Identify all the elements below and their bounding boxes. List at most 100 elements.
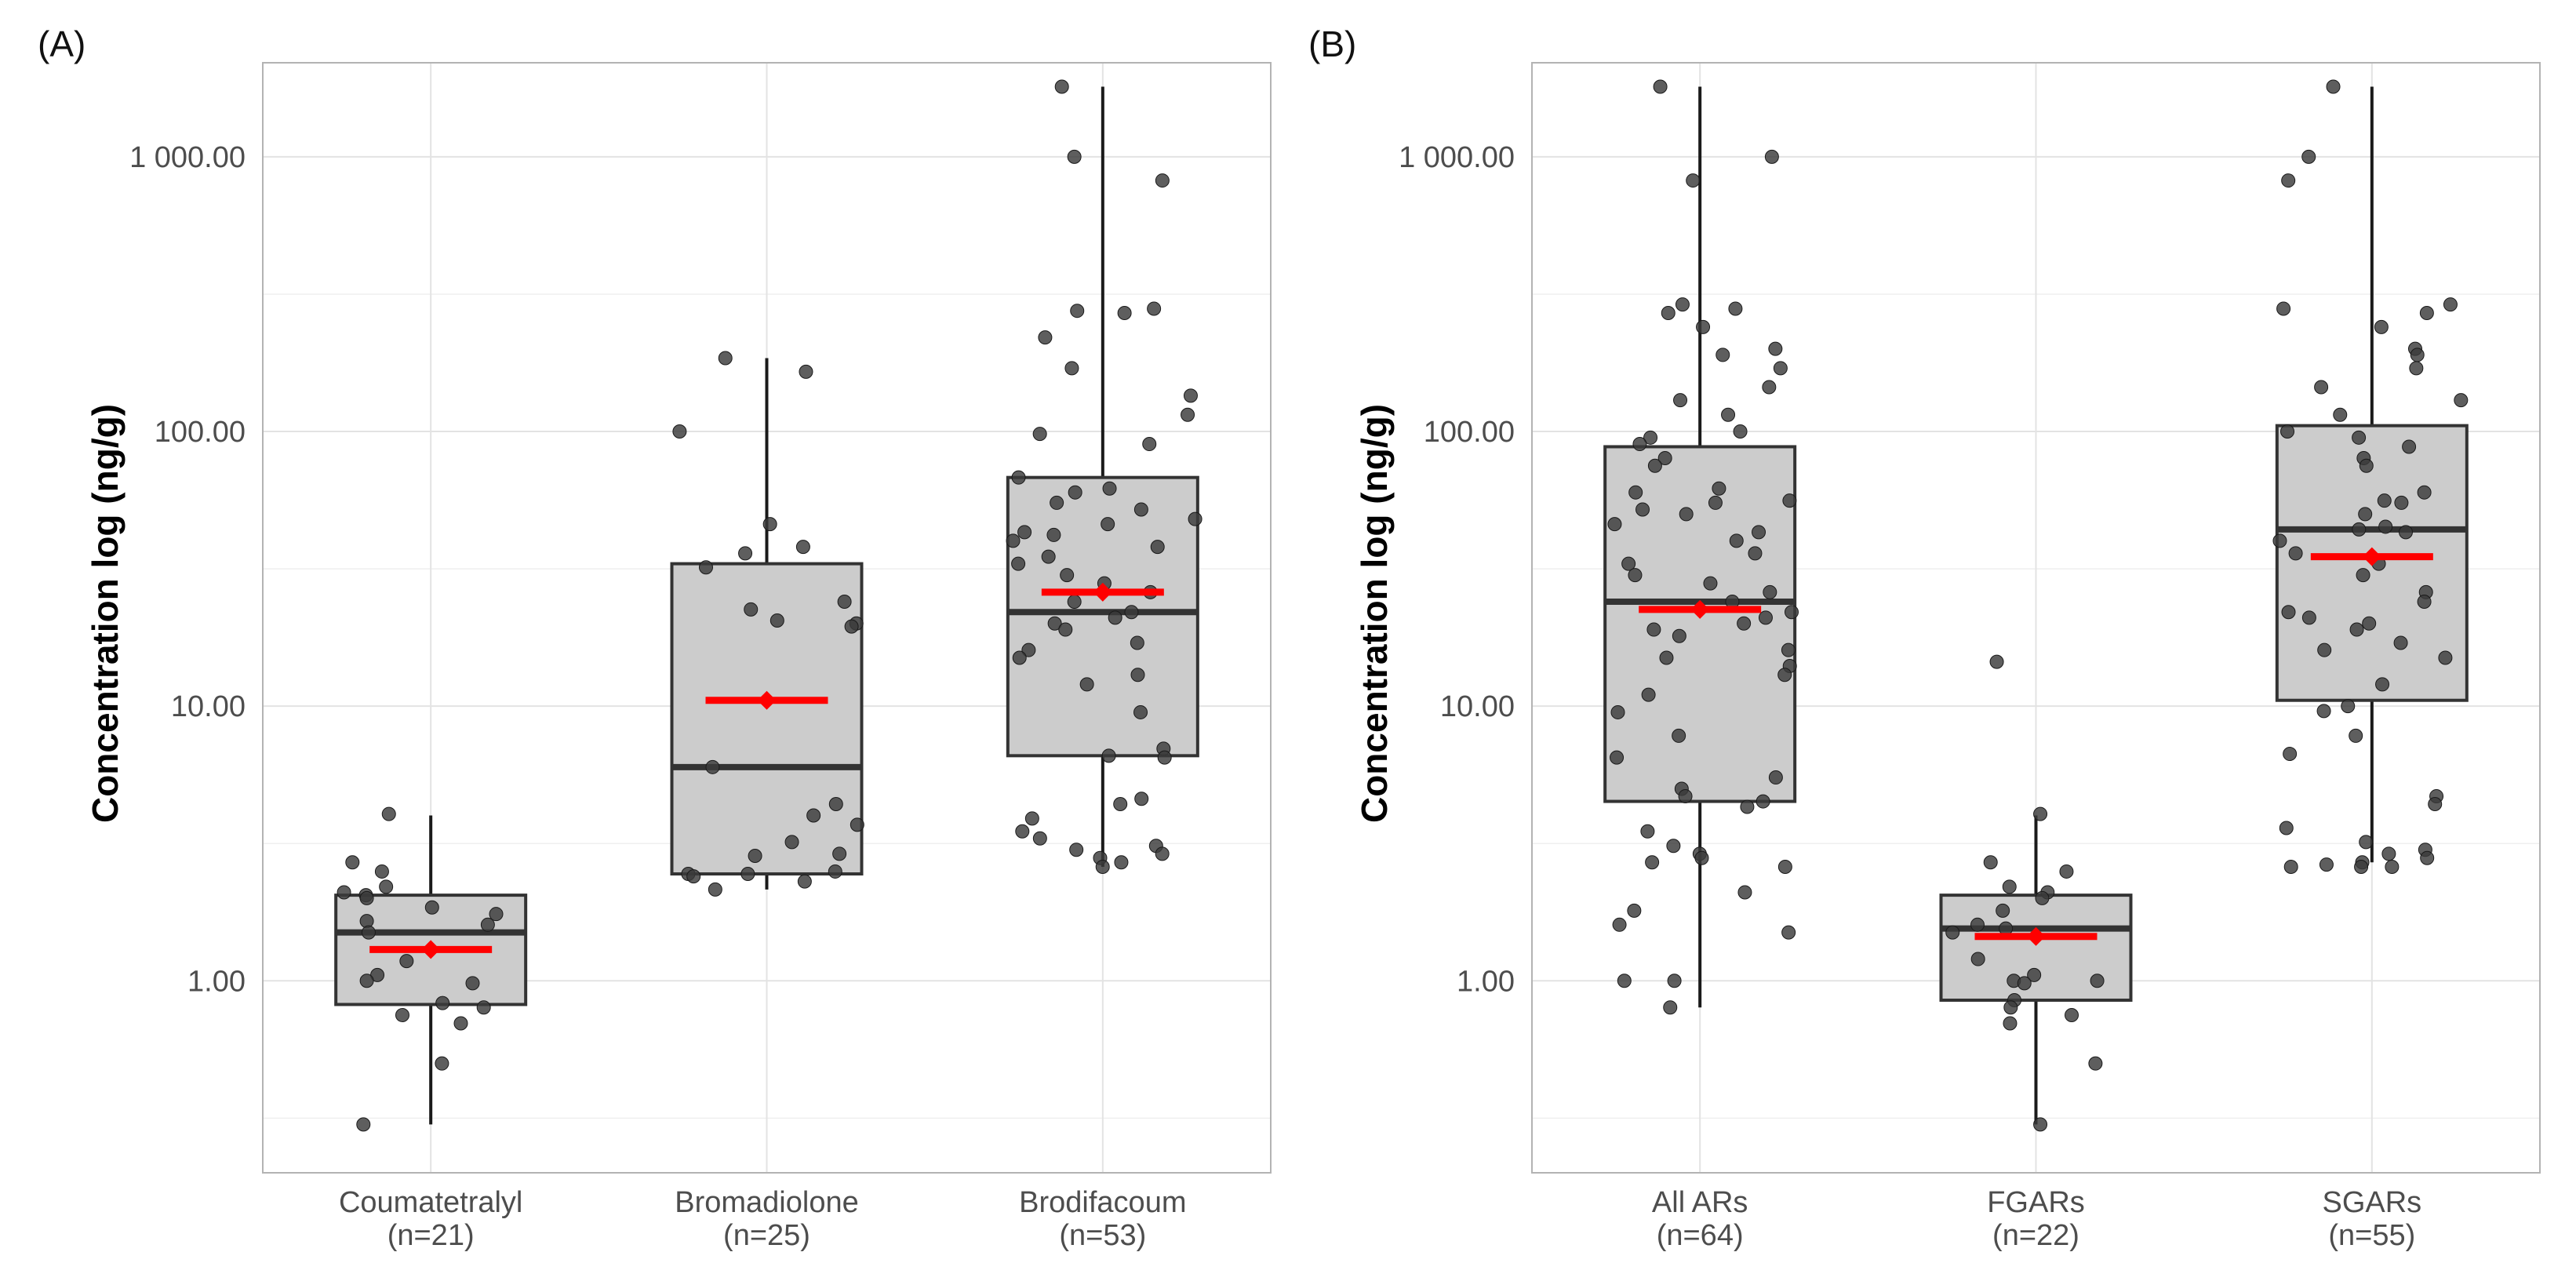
data-point: [1108, 610, 1122, 625]
data-point: [1021, 642, 1036, 657]
data-point: [1612, 917, 1627, 932]
data-point: [1628, 485, 1643, 500]
data-point: [850, 817, 864, 832]
data-point: [2420, 850, 2435, 865]
data-point: [844, 619, 859, 634]
data-point: [2359, 458, 2374, 473]
data-point: [2398, 525, 2413, 540]
box: [670, 562, 864, 876]
data-point: [708, 882, 722, 897]
y-tick-label: 100.00: [1424, 416, 1515, 449]
data-point: [1070, 304, 1085, 318]
data-point: [1134, 792, 1149, 806]
panel-b-tag: (B): [1308, 24, 1356, 64]
data-point: [1155, 846, 1170, 861]
data-point: [784, 835, 799, 850]
data-point: [1181, 407, 1195, 422]
panel-b: (B) Concentration log (ng/g) 1.00 10.00 10…: [1308, 24, 2541, 1252]
data-point: [2276, 301, 2291, 316]
data-point: [795, 540, 810, 555]
y-tick-label: 1.00: [187, 965, 246, 998]
data-point: [1763, 584, 1777, 599]
x-tick-count: (n=53): [1059, 1219, 1146, 1252]
data-point: [1733, 424, 1748, 439]
data-point: [399, 954, 414, 969]
y-tick-label: 1.00: [1457, 965, 1515, 998]
y-tick-label: 1 000.00: [129, 141, 246, 174]
data-point: [2375, 677, 2390, 692]
data-point: [2409, 361, 2424, 376]
data-point: [1679, 507, 1694, 522]
data-point: [2281, 605, 2296, 620]
data-point: [2359, 835, 2374, 850]
data-point: [1659, 650, 1674, 665]
data-point: [832, 846, 847, 861]
x-tick-count: (n=25): [723, 1219, 810, 1252]
data-point: [1183, 388, 1198, 403]
data-point: [345, 855, 360, 870]
data-point: [1945, 925, 1960, 940]
data-point: [435, 995, 450, 1010]
data-point: [1032, 427, 1047, 442]
data-point: [828, 796, 843, 811]
data-point: [1058, 622, 1073, 637]
data-point: [379, 879, 394, 894]
data-point: [797, 874, 812, 889]
plot-area-b: 1.00 10.00 100.00 1 000.00 All ARs(n=64) FGAR…: [1399, 62, 2541, 1252]
data-point: [2385, 859, 2400, 874]
data-point: [1054, 79, 1069, 94]
data-point: [476, 1000, 491, 1015]
y-tick-label: 10.00: [1440, 690, 1515, 723]
data-point: [1782, 493, 1797, 508]
data-point: [2288, 546, 2303, 561]
data-point: [1777, 668, 1792, 682]
data-point: [1133, 704, 1148, 719]
data-point: [1024, 811, 1039, 826]
data-point: [395, 1008, 409, 1023]
panel-a: (A) Concentration log (ng/g) 1.00 10.00 10…: [38, 24, 1272, 1252]
data-point: [1686, 173, 1701, 188]
data-point: [2027, 967, 2042, 982]
data-point: [1996, 903, 2010, 918]
data-point: [2088, 1056, 2103, 1071]
data-point: [2417, 485, 2432, 500]
data-point: [381, 806, 396, 821]
data-point: [1785, 605, 1799, 620]
data-point: [1032, 831, 1047, 846]
data-point: [1672, 728, 1686, 743]
data-point: [359, 890, 374, 905]
data-point: [1712, 481, 1726, 496]
data-point: [2002, 879, 2017, 894]
data-point: [480, 917, 495, 932]
data-point: [1047, 616, 1062, 631]
data-point: [1130, 668, 1145, 682]
data-point: [465, 976, 480, 991]
data-point: [2394, 495, 2409, 510]
data-point: [2352, 522, 2367, 537]
data-point: [1188, 511, 1202, 526]
data-point: [1667, 974, 1682, 988]
data-point: [748, 849, 762, 864]
data-point: [1777, 859, 1792, 874]
data-point: [799, 364, 813, 379]
data-point: [1050, 495, 1064, 510]
data-point: [806, 808, 821, 823]
data-point: [435, 1056, 449, 1071]
data-point: [1011, 556, 1026, 571]
data-point: [1721, 407, 1736, 422]
data-point: [718, 351, 733, 366]
panel-a-y-axis-label: Concentration log (ng/g): [85, 404, 126, 823]
mean-marker: [2362, 547, 2381, 566]
data-point: [2035, 890, 2050, 905]
data-point: [1647, 458, 1662, 473]
data-point: [1643, 430, 1658, 445]
data-point: [2352, 430, 2367, 445]
data-point: [2317, 642, 2332, 657]
data-point: [2316, 704, 2331, 719]
data-point: [1041, 549, 1056, 564]
data-point: [744, 602, 759, 617]
data-point: [1064, 361, 1079, 376]
data-point: [1989, 654, 2004, 669]
data-point: [705, 759, 720, 774]
